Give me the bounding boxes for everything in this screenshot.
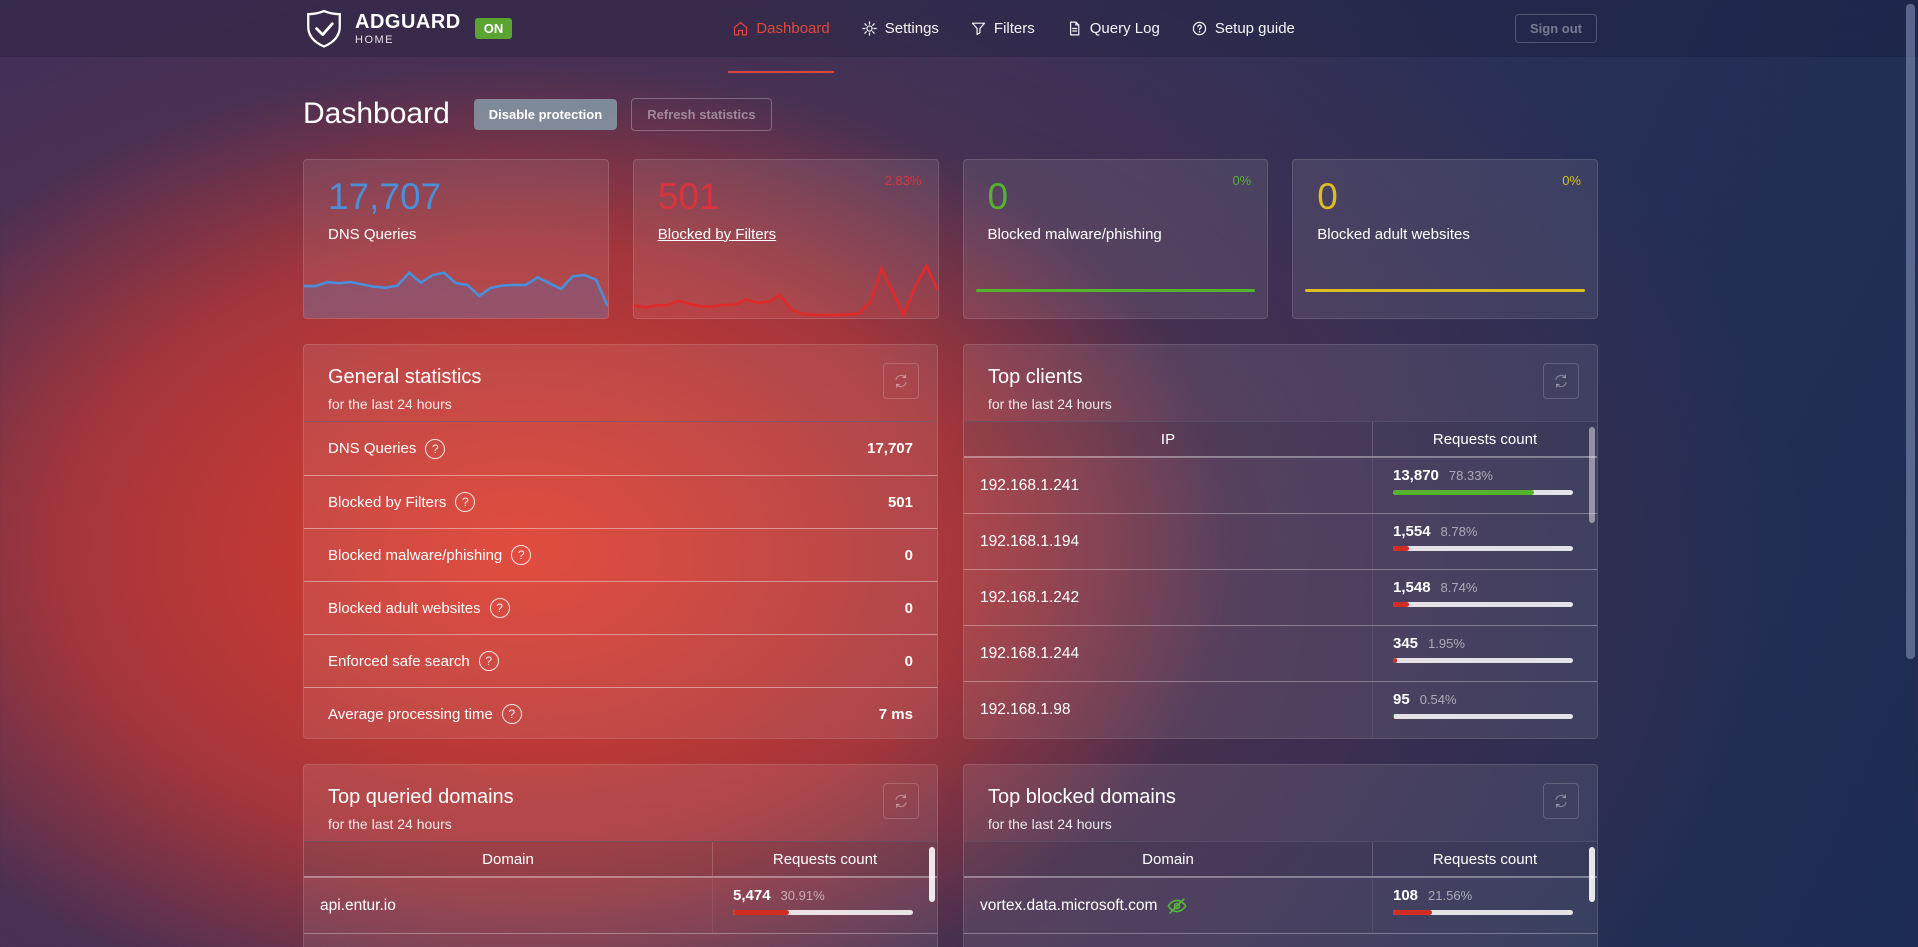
help-icon[interactable]: ?	[478, 651, 499, 671]
top-blocked-title: Top blocked domains	[988, 786, 1176, 808]
stat-row: DNS Queries? 17,707	[328, 438, 913, 459]
nav-item-settings[interactable]: Settings	[859, 14, 941, 43]
brand-name: ADGUARD	[355, 10, 461, 33]
funnel-icon	[971, 22, 986, 36]
dns-queries-label: DNS Queries	[328, 225, 417, 243]
top-clients-subtitle: for the last 24 hours	[988, 396, 1112, 412]
page-scrollbar-thumb[interactable]	[1906, 4, 1915, 659]
top-nav: ADGUARD HOME ON Dashboard Settings Filte…	[0, 0, 1918, 73]
top-clients-refresh-button[interactable]	[1543, 363, 1579, 399]
dns-queries-value: 17,707	[328, 176, 442, 217]
nav-item-dashboard[interactable]: Dashboard	[728, 14, 835, 73]
stat-card-blocked-malware: 0% 0 Blocked malware/phishing	[962, 159, 1269, 319]
dns-queries-sparkline	[304, 260, 608, 318]
top-queried-title: Top queried domains	[328, 786, 514, 808]
nav-item-setup-guide[interactable]: Setup guide	[1189, 14, 1297, 43]
client-row: 192.168.1.98 95 0.54%	[964, 681, 1597, 737]
client-row: 192.168.1.194 1,554 8.78%	[964, 513, 1597, 569]
shield-logo-icon	[307, 9, 341, 48]
requests-bar	[1393, 714, 1573, 719]
blocked-adult-label: Blocked adult websites	[1317, 225, 1470, 243]
domain-row: api.entur.io 5,474 30.91%	[304, 877, 937, 933]
requests-bar	[1393, 658, 1573, 663]
client-row: 192.168.1.242 1,548 8.74%	[964, 569, 1597, 625]
blocked-adult-value: 0	[1317, 176, 1338, 217]
blocked-adult-percent: 0%	[1562, 173, 1581, 188]
requests-bar	[1393, 910, 1573, 915]
top-blocked-subtitle: for the last 24 hours	[988, 816, 1112, 832]
nav-item-query-log[interactable]: Query Log	[1064, 14, 1162, 43]
adguard-logo: ADGUARD HOME ON	[303, 6, 513, 52]
nav-item-filters[interactable]: Filters	[968, 14, 1037, 43]
domain-row: vortex.data.microsoft.com 108 21.56%	[964, 877, 1597, 933]
top-blocked-refresh-button[interactable]	[1543, 783, 1579, 819]
table-scrollbar[interactable]	[929, 847, 935, 902]
question-circle-icon	[1192, 21, 1207, 36]
blocked-filters-value: 501	[657, 176, 720, 217]
help-icon[interactable]: ?	[511, 545, 532, 565]
stat-card-dns-queries: 17,707 DNS Queries	[303, 159, 609, 319]
requests-bar	[1393, 490, 1573, 495]
top-queried-refresh-button[interactable]	[883, 783, 919, 819]
help-icon[interactable]: ?	[489, 598, 510, 618]
stat-row: Blocked adult websites? 0	[304, 581, 937, 634]
top-queried-table-header: Domain Requests count	[304, 841, 937, 877]
stat-card-blocked-adult: 0% 0 Blocked adult websites	[1292, 159, 1598, 319]
top-queried-domains-panel: Top queried domains for the last 24 hour…	[303, 764, 938, 947]
client-row: 192.168.1.241 13,870 78.33%	[964, 457, 1597, 513]
refresh-statistics-button[interactable]: Refresh statistics	[631, 97, 772, 131]
top-clients-panel: Top clients for the last 24 hours IP Req…	[963, 344, 1598, 739]
blocked-filters-sparkline	[633, 260, 938, 318]
general-statistics-panel: General statistics for the last 24 hours…	[303, 344, 938, 739]
blocked-malware-value: 0	[987, 176, 1009, 217]
requests-bar	[1393, 546, 1573, 551]
general-statistics-rows: DNS Queries? 17,707 Blocked by Filters? …	[304, 421, 937, 738]
page-header: Dashboard Disable protection Refresh sta…	[303, 97, 1598, 131]
blocked-malware-flatline	[975, 289, 1256, 292]
document-icon	[1069, 21, 1080, 36]
stat-row: Average processing time? 7 ms	[304, 687, 937, 738]
top-clients-title: Top clients	[988, 366, 1083, 388]
general-statistics-subtitle: for the last 24 hours	[328, 396, 452, 412]
refresh-icon	[895, 794, 907, 808]
general-statistics-refresh-button[interactable]	[883, 363, 919, 399]
gear-icon	[861, 21, 877, 36]
requests-bar	[733, 910, 913, 915]
top-clients-table-header: IP Requests count	[964, 421, 1597, 457]
blocked-malware-percent: 0%	[1232, 173, 1252, 188]
home-icon	[734, 21, 748, 36]
requests-bar	[1393, 602, 1573, 607]
top-blocked-table-header: Domain Requests count	[964, 841, 1597, 877]
protection-status-badge: ON	[474, 18, 513, 39]
stat-row: Enforced safe search? 0	[304, 634, 937, 687]
refresh-icon	[1555, 794, 1567, 808]
blocked-filters-link[interactable]: Blocked by Filters	[657, 225, 777, 243]
blocked-malware-label: Blocked malware/phishing	[987, 225, 1162, 243]
disable-protection-button[interactable]: Disable protection	[473, 98, 618, 130]
stat-row: Blocked malware/phishing? 0	[304, 528, 937, 581]
table-scrollbar[interactable]	[1589, 427, 1595, 523]
help-icon[interactable]: ?	[501, 704, 522, 724]
brand-sub: HOME	[355, 33, 394, 46]
help-icon[interactable]: ?	[455, 492, 476, 512]
stat-card-blocked-by-filters: 2.83% 501 Blocked by Filters	[632, 159, 939, 319]
stat-cards: 17,707 DNS Queries 2.83% 501 Blocked by …	[303, 159, 1598, 319]
domain-row-partial	[304, 933, 937, 940]
refresh-icon	[895, 374, 907, 388]
help-icon[interactable]: ?	[425, 438, 446, 459]
top-queried-subtitle: for the last 24 hours	[328, 816, 452, 832]
sign-out-button[interactable]: Sign out	[1515, 14, 1597, 43]
client-row: 192.168.1.244 345 1.95%	[964, 625, 1597, 681]
refresh-icon	[1555, 374, 1567, 388]
page-title: Dashboard	[303, 97, 450, 130]
table-scrollbar[interactable]	[1589, 847, 1595, 902]
general-statistics-title: General statistics	[328, 366, 482, 388]
domain-row-partial	[964, 933, 1597, 940]
nav-menu: Dashboard Settings Filters Query Log	[728, 14, 1297, 73]
top-blocked-domains-panel: Top blocked domains for the last 24 hour…	[963, 764, 1598, 947]
blocked-filters-percent: 2.83%	[884, 173, 922, 188]
stat-row: Blocked by Filters? 501	[304, 475, 937, 528]
blocked-adult-flatline	[1305, 289, 1585, 292]
unblock-eye-off-icon[interactable]	[1166, 895, 1188, 917]
